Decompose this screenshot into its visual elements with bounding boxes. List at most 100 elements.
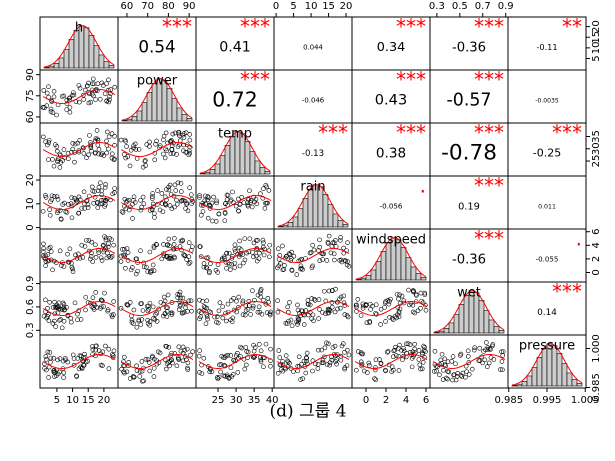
decor-point: [298, 263, 304, 269]
decor-point: [104, 138, 109, 144]
decor-point: [166, 187, 172, 193]
x-tick-label: 6: [423, 395, 429, 406]
decor-point: [316, 316, 321, 321]
histogram-bar: [131, 116, 138, 122]
decor-point: [54, 112, 59, 118]
decor-point: [140, 164, 146, 170]
decor-point: [92, 194, 98, 200]
histogram-bar: [121, 120, 128, 122]
decor-point: [171, 151, 176, 156]
decor-point: [141, 378, 146, 384]
decor-point: [152, 317, 158, 322]
decor-point: [48, 106, 54, 112]
panel: [507, 175, 587, 230]
decor-point: [111, 299, 116, 304]
decor-point: [324, 340, 329, 346]
decor-point: [323, 311, 328, 316]
decor-point: [397, 306, 403, 312]
decor-point: [145, 308, 151, 314]
decor-point: [197, 297, 202, 303]
significance: ***: [552, 121, 582, 145]
y-tick-label: 35: [591, 130, 602, 143]
decor-point: [43, 354, 49, 359]
histogram-bar: [103, 61, 110, 69]
histogram-bar: [342, 223, 349, 228]
decor-point: [295, 302, 300, 308]
histogram-bar: [166, 88, 173, 122]
histogram-bar: [337, 220, 344, 228]
decor-point: [397, 292, 402, 298]
decor-point: [205, 194, 211, 199]
decor-point: [207, 369, 213, 375]
decor-point: [94, 128, 100, 133]
y-tick-label: 0.6: [25, 299, 36, 315]
decor-point: [330, 240, 336, 245]
variable-name: h: [75, 21, 83, 36]
decor-point: [465, 348, 471, 354]
decor-point: [201, 261, 207, 266]
decor-point: [445, 376, 450, 382]
decor-point: [295, 368, 300, 374]
decor-point: [60, 358, 66, 364]
x-tick-label: 0: [273, 1, 279, 12]
decor-point: [282, 263, 287, 268]
decor-point: [324, 362, 330, 367]
decor-point: [169, 147, 174, 152]
decor-point: [46, 375, 51, 380]
decor-point: [166, 184, 171, 190]
histogram-bar: [58, 57, 65, 69]
decor-point: [236, 294, 241, 300]
decor-point: [45, 142, 50, 148]
decor-point: [251, 342, 256, 348]
histogram-bar: [433, 332, 440, 334]
decor-point: [437, 372, 442, 378]
correlation: -0.11: [536, 42, 557, 52]
decor-point: [124, 144, 129, 149]
decor-point: [93, 242, 98, 248]
decor-point: [222, 211, 228, 216]
decor-point: [458, 351, 464, 357]
decor-point: [123, 139, 129, 144]
decor-point: [319, 347, 325, 353]
decor-point: [161, 313, 166, 319]
decor-point: [125, 302, 130, 308]
x-tick-label: 2: [383, 395, 389, 406]
decor-point: [118, 259, 124, 264]
decor-point: [143, 357, 149, 362]
decor-point: [285, 321, 290, 326]
decor-point: [130, 201, 135, 207]
decor-point: [107, 94, 112, 99]
decor-point: [346, 352, 352, 358]
decor-point: [400, 357, 405, 362]
decor-point: [150, 262, 156, 268]
decor-point: [90, 76, 96, 82]
decor-point: [203, 264, 209, 270]
significance: ***: [474, 15, 504, 39]
decor-point: [142, 159, 148, 164]
decor-point: [85, 83, 90, 89]
decor-point: [377, 357, 382, 362]
decor-point: [219, 256, 225, 261]
decor-point: [164, 344, 169, 349]
decor-point: [101, 197, 107, 203]
decor-point: [232, 242, 238, 248]
decor-point: [109, 314, 115, 320]
decor-point: [144, 303, 150, 309]
histogram-bar: [488, 319, 495, 334]
histogram-bar: [327, 204, 334, 228]
decor-point: [295, 307, 301, 313]
decor-point: [267, 311, 273, 317]
decor-point: [69, 93, 75, 98]
histogram-bar: [511, 385, 518, 387]
decor-point: [246, 299, 252, 304]
decor-point: [170, 360, 175, 366]
decor-point: [108, 87, 113, 92]
histogram-bar: [365, 275, 372, 281]
histogram-bar: [287, 222, 294, 228]
decor-point: [498, 367, 503, 372]
correlation: -0.046: [302, 97, 324, 105]
decor-point: [54, 194, 60, 199]
decor-point: [188, 192, 194, 197]
decor-point: [207, 270, 212, 276]
decor-point: [341, 293, 347, 299]
